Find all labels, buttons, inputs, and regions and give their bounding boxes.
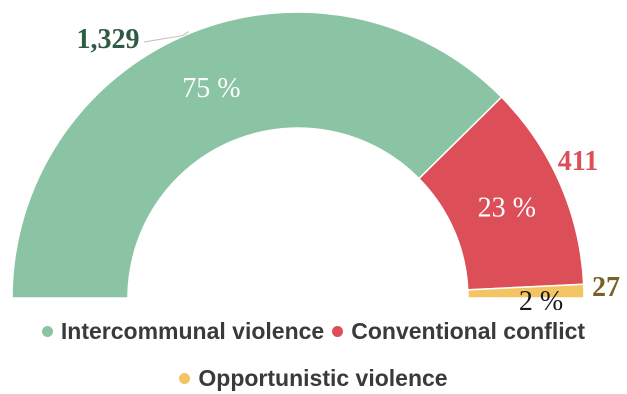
percent-label-intercommunal: 75 % [182, 73, 240, 104]
slice-opportunistic[interactable] [467, 283, 585, 299]
percent-label-opportunistic: 2 % [519, 286, 563, 310]
legend-label-intercommunal: Intercommunal violence [60, 318, 325, 344]
legend-row-1: Intercommunal violence Conventional conf… [0, 318, 627, 345]
value-label-opportunistic: 27 [592, 272, 620, 303]
legend-label-opportunistic: Opportunistic violence [198, 365, 448, 391]
legend-label-conventional: Conventional conflict [351, 318, 586, 344]
legend-row-2: Opportunistic violence [0, 365, 627, 392]
legend-dot-conventional [332, 326, 344, 337]
value-label-conventional: 411 [558, 146, 598, 177]
chart-svg: 75 % 1,329 23 % 411 2 % 27 [11, 11, 620, 310]
legend-dot-intercommunal [41, 326, 53, 337]
semi-donut-chart: 75 % 1,329 23 % 411 2 % 27 [11, 11, 620, 310]
legend-item-opportunistic[interactable]: Opportunistic violence [179, 365, 448, 392]
slice-intercommunal[interactable] [11, 11, 503, 299]
legend-item-conventional[interactable]: Conventional conflict [332, 318, 585, 345]
connector-line-intercommunal [143, 31, 189, 43]
value-label-intercommunal: 1,329 [77, 24, 140, 55]
legend-item-intercommunal[interactable]: Intercommunal violence [41, 318, 325, 345]
percent-label-conventional: 23 % [478, 192, 536, 223]
legend-dot-opportunistic [179, 373, 191, 384]
